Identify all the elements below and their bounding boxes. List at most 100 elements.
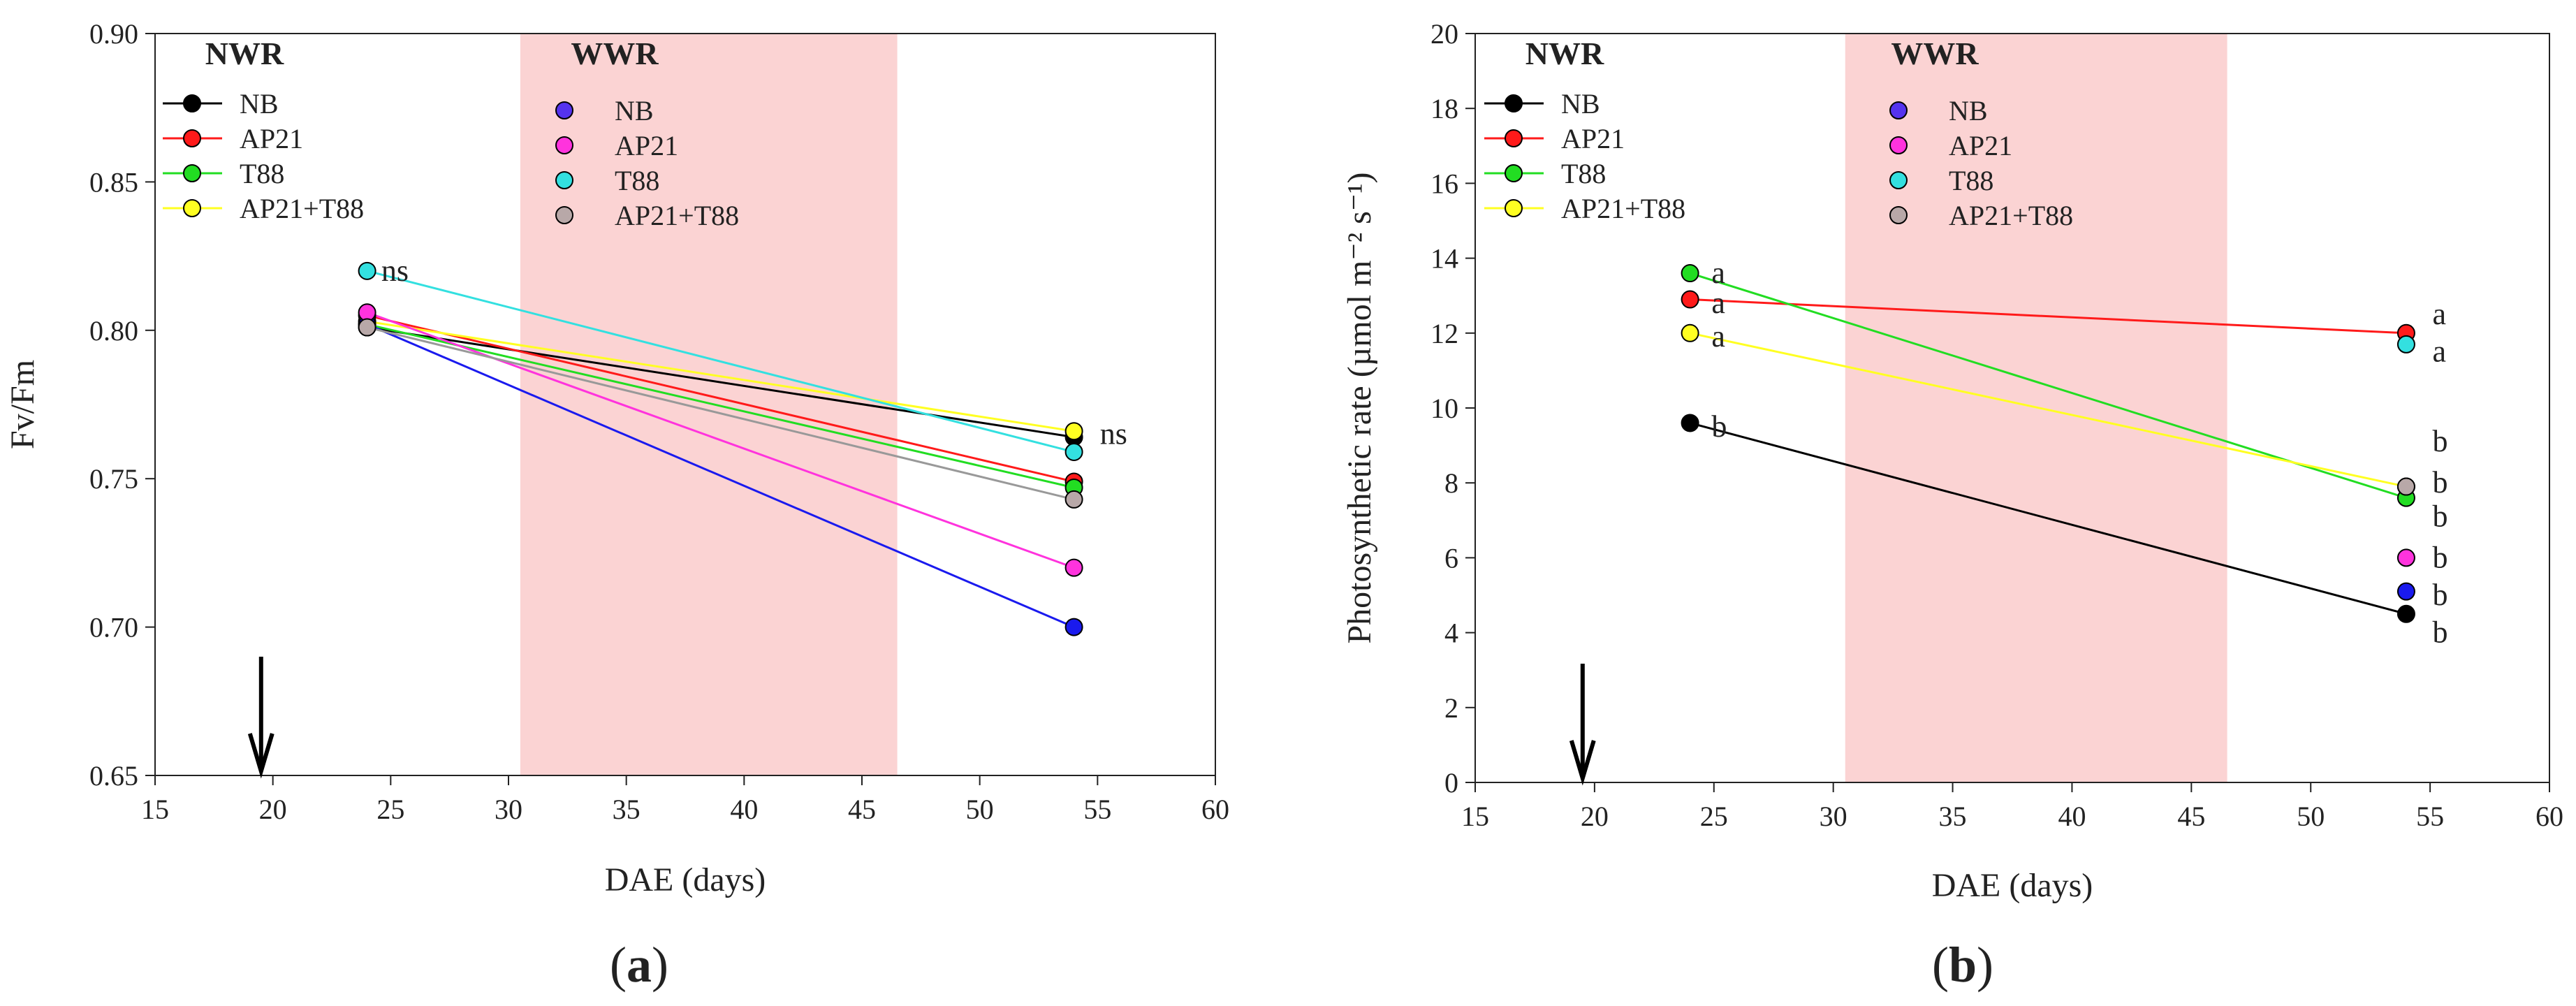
- legend-marker: [183, 94, 201, 112]
- y-tick-label: 20: [1430, 18, 1458, 50]
- legend-marker: [1505, 199, 1523, 217]
- significance-label: b: [2433, 540, 2448, 574]
- x-tick-label: 40: [730, 794, 758, 825]
- x-tick-label: 30: [1820, 801, 1847, 832]
- significance-label: a: [1711, 286, 1725, 320]
- shaded-region: [520, 34, 898, 775]
- legend-label: AP21+T88: [240, 193, 364, 224]
- significance-label: b: [2433, 465, 2448, 500]
- x-tick-label: 60: [2535, 801, 2563, 832]
- data-point: [1681, 414, 1699, 432]
- legend-label: NB: [615, 95, 654, 126]
- legend-title-nwr: NWR: [1525, 36, 1604, 71]
- y-tick-label: 0.90: [89, 18, 138, 50]
- legend-marker: [1889, 171, 1908, 189]
- series-line: [367, 320, 1074, 432]
- legend-marker: [555, 171, 573, 189]
- x-tick-label: 40: [2058, 801, 2086, 832]
- data-point: [1064, 442, 1083, 461]
- panel-letter: b: [1949, 937, 1977, 993]
- legend-marker: [183, 199, 201, 217]
- x-tick-label: 55: [2416, 801, 2444, 832]
- y-tick-label: 14: [1430, 243, 1458, 275]
- x-axis-title: DAE (days): [605, 861, 766, 898]
- significance-label: b: [2433, 499, 2448, 533]
- data-point: [2396, 582, 2415, 601]
- data-point: [1064, 422, 1083, 441]
- series-line: [1690, 332, 2407, 488]
- x-tick-label: 15: [141, 794, 169, 825]
- y-tick-label: 12: [1430, 318, 1458, 349]
- legend-label: AP21: [1949, 130, 2012, 161]
- x-tick-label: 25: [1700, 801, 1728, 832]
- series-line: [1690, 298, 2407, 335]
- series-line: [367, 326, 1074, 501]
- legend-label: AP21: [615, 130, 678, 161]
- y-tick-label: 0.85: [89, 166, 138, 198]
- legend-marker: [555, 101, 573, 119]
- y-tick-label: 2: [1444, 692, 1458, 724]
- y-tick-label: 4: [1444, 618, 1458, 649]
- y-tick-label: 0: [1444, 767, 1458, 799]
- significance-label: b: [2433, 615, 2448, 650]
- series-line: [367, 323, 1075, 628]
- panel-label: (b): [1932, 937, 1993, 993]
- x-tick-label: 35: [1939, 801, 1967, 832]
- significance-label: b: [1711, 409, 1727, 444]
- data-point: [358, 318, 376, 337]
- data-point: [1064, 490, 1083, 509]
- data-point: [1681, 264, 1699, 283]
- legend-label: T88: [1949, 165, 1993, 196]
- data-point: [2396, 335, 2415, 353]
- series-line: [1690, 421, 2407, 615]
- legend-label: AP21+T88: [1561, 193, 1685, 224]
- x-tick-label: 45: [2177, 801, 2205, 832]
- y-tick-label: 6: [1444, 542, 1458, 574]
- significance-label: b: [2433, 424, 2448, 458]
- significance-label: a: [2433, 297, 2447, 331]
- y-tick-label: 0.80: [89, 315, 138, 347]
- panel-label: (a): [610, 937, 668, 993]
- y-tick-label: 16: [1430, 168, 1458, 199]
- legend-marker: [1889, 206, 1908, 224]
- legend-marker: [1505, 94, 1523, 112]
- x-tick-label: 30: [495, 794, 522, 825]
- x-tick-label: 55: [1083, 794, 1111, 825]
- legend-marker: [555, 136, 573, 154]
- y-axis-title: Photosynthetic rate (µmol m⁻² s⁻¹): [1341, 172, 1378, 643]
- legend-label: T88: [615, 165, 659, 196]
- data-point: [1064, 618, 1083, 636]
- y-axis-title: Fv/Fm: [4, 360, 41, 449]
- panel-letter: a: [627, 937, 652, 993]
- y-tick-label: 10: [1430, 393, 1458, 424]
- y-tick-label: 0.65: [89, 760, 138, 792]
- legend-marker: [1889, 136, 1908, 154]
- legend-marker: [1505, 164, 1523, 182]
- x-tick-label: 15: [1461, 801, 1489, 832]
- legend-label: T88: [240, 158, 284, 189]
- series-line: [367, 323, 1074, 489]
- arrow-head: [247, 733, 275, 779]
- x-tick-label: 45: [848, 794, 876, 825]
- x-axis-title: DAE (days): [1932, 867, 2093, 904]
- legend-marker: [183, 164, 201, 182]
- data-point: [1681, 290, 1699, 309]
- y-tick-label: 0.75: [89, 463, 138, 495]
- legend-marker: [1505, 129, 1523, 147]
- legend-label: AP21: [240, 123, 303, 154]
- x-tick-label: 20: [259, 794, 287, 825]
- significance-label: a: [1711, 319, 1725, 353]
- legend-label: NB: [1561, 88, 1600, 119]
- panel-a: 15 20 25 30 35 40 45 50 55 60 0.65 0.70 0.75 0.80 0.85…: [4, 18, 1229, 993]
- legend-label: NB: [240, 88, 279, 119]
- data-point: [2396, 477, 2415, 496]
- data-point: [1064, 558, 1083, 577]
- significance-label: ns: [1100, 416, 1127, 451]
- arrow-head: [1569, 740, 1596, 786]
- series-line: [367, 314, 1074, 483]
- significance-label: a: [1711, 256, 1725, 290]
- legend-label: AP21+T88: [1949, 200, 2073, 231]
- y-tick-label: 8: [1444, 467, 1458, 499]
- significance-label: a: [2433, 335, 2447, 369]
